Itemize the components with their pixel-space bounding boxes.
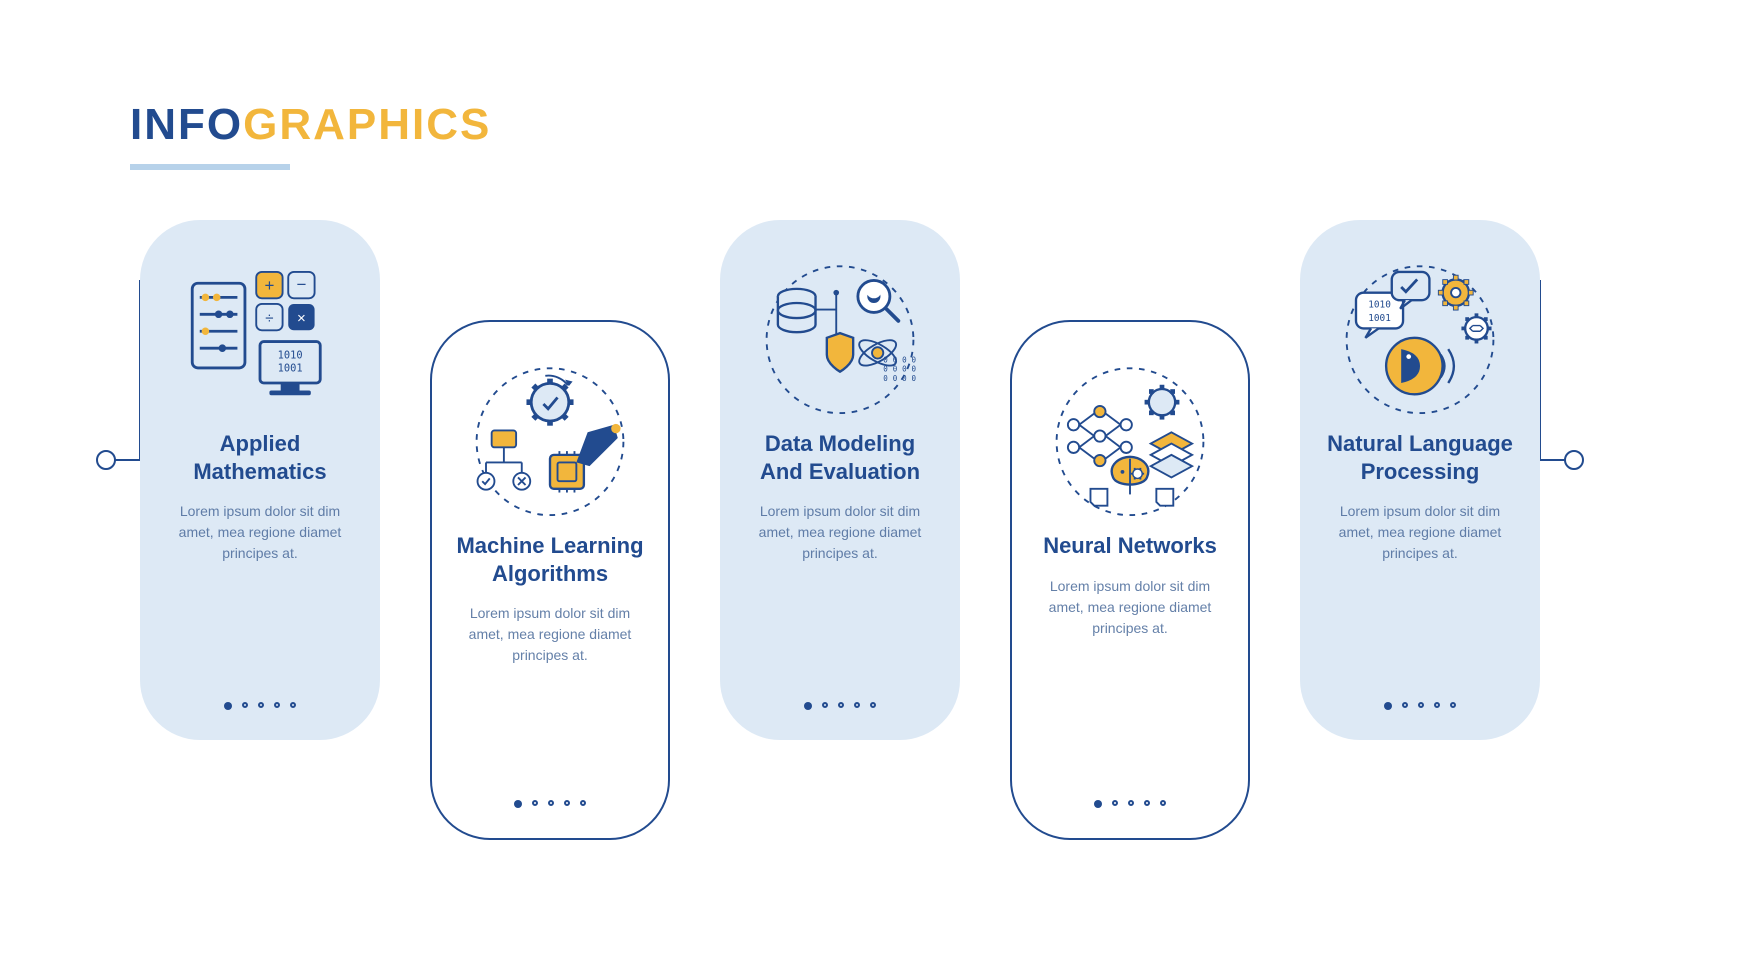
pager-dot[interactable] [1094,800,1102,808]
pager-dot[interactable] [1112,800,1118,806]
header-underline [130,164,290,170]
svg-text:1010: 1010 [278,350,303,362]
svg-text:0: 0 [893,374,898,383]
pager-dot[interactable] [564,800,570,806]
pager-dots [224,702,296,716]
pager-dot[interactable] [1384,702,1392,710]
svg-text:1001: 1001 [278,363,303,375]
header-title: INFOGRAPHICS [130,100,491,150]
svg-text:0: 0 [883,374,888,383]
pager-dot[interactable] [870,702,876,708]
card-title: Applied Mathematics [162,430,358,485]
pager-dot[interactable] [1128,800,1134,806]
card-applied-math: + − ÷ × 1010 1001 Applied Mathematics Lor… [140,220,380,740]
pager-dot[interactable] [242,702,248,708]
pager-dots [804,702,876,716]
card-title: Natural Language Processing [1322,430,1518,485]
card-body: Lorem ipsum dolor sit dim amet, mea regi… [1322,501,1518,564]
pager-dot[interactable] [1450,702,1456,708]
svg-text:0: 0 [893,365,898,374]
pager-dots [1384,702,1456,716]
svg-text:0: 0 [912,355,917,364]
pager-dot[interactable] [1160,800,1166,806]
db-shield-icon: 000000000000 [750,250,930,420]
pager-dot[interactable] [580,800,586,806]
svg-text:0: 0 [883,365,888,374]
pager-dot[interactable] [1402,702,1408,708]
pager-dots [1094,800,1166,814]
pager-dot[interactable] [822,702,828,708]
pager-dot[interactable] [532,800,538,806]
card-body: Lorem ipsum dolor sit dim amet, mea regi… [162,501,358,564]
pager-dot[interactable] [274,702,280,708]
header-word1: INFO [130,100,243,149]
speech-gears-icon: 1010 1001 [1330,250,1510,420]
gear-flow-icon [460,352,640,522]
abacus-calc-icon: + − ÷ × 1010 1001 [170,250,350,420]
svg-text:0: 0 [912,365,917,374]
card-title: Data Modeling And Evaluation [742,430,938,485]
pager-dot[interactable] [854,702,860,708]
svg-text:1001: 1001 [1368,313,1391,324]
svg-text:0: 0 [902,374,907,383]
svg-text:÷: ÷ [265,310,273,327]
pager-dot[interactable] [290,702,296,708]
svg-text:0: 0 [893,355,898,364]
card-title: Neural Networks [1043,532,1217,560]
card-neural-networks: Neural Networks Lorem ipsum dolor sit dim… [1010,320,1250,840]
pager-dot[interactable] [1434,702,1440,708]
card-body: Lorem ipsum dolor sit dim amet, mea regi… [742,501,938,564]
card-nlp: 1010 1001 Natural Language Processing Lor… [1300,220,1540,740]
svg-text:0: 0 [902,355,907,364]
header-word2: GRAPHICS [243,100,491,149]
pager-dot[interactable] [514,800,522,808]
pager-dot[interactable] [224,702,232,710]
card-body: Lorem ipsum dolor sit dim amet, mea regi… [454,603,646,666]
pager-dot[interactable] [1144,800,1150,806]
svg-text:0: 0 [902,365,907,374]
pager-dot[interactable] [1418,702,1424,708]
card-body: Lorem ipsum dolor sit dim amet, mea regi… [1034,576,1226,639]
svg-text:−: − [296,275,306,294]
pager-dot[interactable] [548,800,554,806]
svg-text:0: 0 [883,355,888,364]
svg-text:+: + [264,276,274,295]
svg-text:1010: 1010 [1368,300,1391,311]
svg-text:×: × [297,310,306,327]
card-title: Machine Learning Algorithms [454,532,646,587]
pager-dot[interactable] [258,702,264,708]
pager-dot[interactable] [804,702,812,710]
svg-text:0: 0 [912,374,917,383]
card-ml-algorithms: Machine Learning Algorithms Lorem ipsum d… [430,320,670,840]
brain-layers-icon [1040,352,1220,522]
pager-dots [514,800,586,814]
card-data-modeling: 000000000000 Data Modeling And Evaluatio… [720,220,960,740]
header: INFOGRAPHICS [130,100,491,170]
infographic-stage: INFOGRAPHICS + − ÷ × 1010 [0,0,1744,980]
pager-dot[interactable] [838,702,844,708]
